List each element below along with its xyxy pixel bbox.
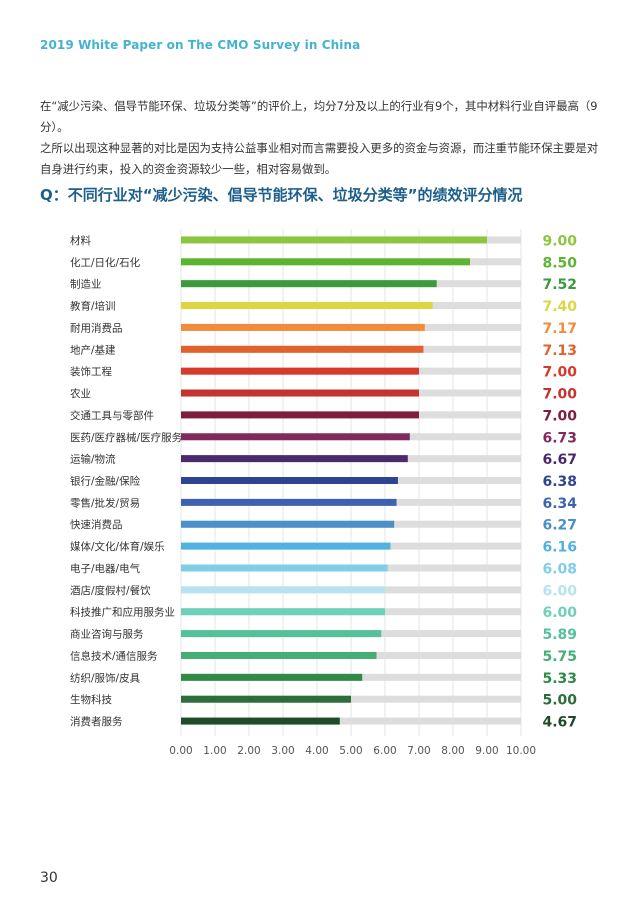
category-label: 医药/医疗器械/医疗服务 xyxy=(70,431,183,444)
category-label: 生物科技 xyxy=(70,693,112,706)
value-label: 6.34 xyxy=(542,496,577,512)
value-label: 9.00 xyxy=(542,233,577,249)
x-tick-label: 5.00 xyxy=(339,745,362,757)
category-label: 电子/电器/电气 xyxy=(70,562,141,575)
value-label: 6.67 xyxy=(542,452,577,468)
bar xyxy=(181,258,470,266)
category-label: 消费者服务 xyxy=(70,715,123,728)
intro-line-1: 在“减少污染、倡导节能环保、垃圾分类等”的评价上，均分7分及以上的行业有9个，其… xyxy=(40,99,598,134)
value-label: 6.00 xyxy=(542,605,577,621)
bar xyxy=(181,389,419,397)
value-label: 7.00 xyxy=(542,408,577,424)
bar xyxy=(181,498,397,506)
category-label: 教育/培训 xyxy=(70,300,116,313)
bar xyxy=(181,411,419,419)
intro-line-2: 之所以出现这种显著的对比是因为支持公益事业相对而言需要投入更多的资金与资源，而注… xyxy=(40,141,599,176)
bar xyxy=(181,433,410,441)
x-tick-label: 9.00 xyxy=(475,745,498,757)
bar xyxy=(181,542,391,550)
bar xyxy=(181,651,377,659)
value-label: 7.40 xyxy=(542,299,577,315)
category-label: 运输/物流 xyxy=(70,453,116,466)
category-label: 耐用消费品 xyxy=(70,321,123,334)
category-label: 交通工具与零部件 xyxy=(70,409,154,422)
category-label: 信息技术/通信服务 xyxy=(70,649,158,662)
chart-question-title: Q：不同行业对“减少污染、倡导节能环保、垃圾分类等”的绩效评分情况 xyxy=(40,186,523,204)
bar xyxy=(181,455,408,463)
bar xyxy=(181,280,437,288)
bar xyxy=(181,630,382,638)
value-label: 7.52 xyxy=(542,277,577,293)
bar xyxy=(181,564,388,572)
bar xyxy=(181,520,395,528)
value-label: 6.73 xyxy=(542,430,577,446)
bar xyxy=(181,477,398,485)
value-label: 6.38 xyxy=(542,474,577,490)
bar xyxy=(181,323,425,331)
report-header: 2019 White Paper on The CMO Survey in Ch… xyxy=(40,38,361,52)
category-label: 商业咨询与服务 xyxy=(70,628,144,641)
value-label: 7.00 xyxy=(542,387,577,403)
bar xyxy=(181,367,419,375)
category-label: 快速消费品 xyxy=(70,518,123,531)
x-tick-label: 4.00 xyxy=(305,745,328,757)
bar xyxy=(181,695,351,703)
x-tick-label: 1.00 xyxy=(203,745,226,757)
value-label: 5.00 xyxy=(542,693,577,709)
x-tick-label: 0.00 xyxy=(169,745,192,757)
category-label: 装饰工程 xyxy=(70,365,112,378)
value-label: 5.33 xyxy=(542,671,577,687)
category-label: 化工/日化/石化 xyxy=(70,256,141,269)
value-label: 5.89 xyxy=(542,627,577,643)
bar xyxy=(181,236,487,244)
x-tick-label: 8.00 xyxy=(441,745,464,757)
bar-track xyxy=(181,717,521,725)
bar xyxy=(181,717,340,725)
page-number: 30 xyxy=(40,870,58,886)
value-label: 7.00 xyxy=(542,365,577,381)
value-label: 6.16 xyxy=(542,540,577,556)
value-label: 4.67 xyxy=(542,715,577,731)
bar xyxy=(181,673,363,681)
category-label: 纺织/服饰/皮具 xyxy=(70,671,141,684)
bar xyxy=(181,302,433,310)
bar xyxy=(181,586,385,594)
category-label: 材料 xyxy=(70,234,91,247)
bar xyxy=(181,608,385,616)
value-label: 8.50 xyxy=(542,255,577,271)
category-label: 地产/基建 xyxy=(70,343,116,356)
x-tick-label: 10.00 xyxy=(506,745,536,757)
value-label: 7.13 xyxy=(542,343,577,359)
category-label: 酒店/度假村/餐饮 xyxy=(70,584,151,597)
category-label: 制造业 xyxy=(70,278,102,291)
x-tick-label: 3.00 xyxy=(271,745,294,757)
category-label: 零售/批发/贸易 xyxy=(70,496,140,509)
category-label: 媒体/文化/体育/娱乐 xyxy=(70,540,165,553)
category-label: 农业 xyxy=(70,387,91,400)
intro-text: 在“减少污染、倡导节能环保、垃圾分类等”的评价上，均分7分及以上的行业有9个，其… xyxy=(40,96,600,180)
value-label: 7.17 xyxy=(542,321,577,337)
category-label: 银行/金融/保险 xyxy=(70,475,141,488)
x-tick-label: 7.00 xyxy=(407,745,430,757)
value-label: 6.27 xyxy=(542,518,577,534)
value-label: 6.00 xyxy=(542,583,577,599)
value-label: 5.75 xyxy=(542,649,577,665)
category-label: 科技推广和应用服务业 xyxy=(70,606,175,619)
value-label: 6.08 xyxy=(542,561,577,577)
x-tick-label: 2.00 xyxy=(237,745,260,757)
bar xyxy=(181,345,424,353)
x-tick-label: 6.00 xyxy=(373,745,396,757)
